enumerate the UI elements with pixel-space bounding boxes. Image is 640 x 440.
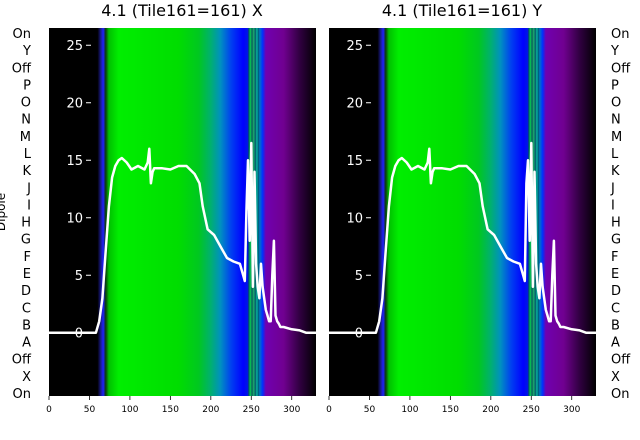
row-label: A	[611, 336, 620, 351]
heatmap-band	[49, 28, 316, 396]
x-tick-label: 300	[283, 405, 300, 415]
x-tick-label: 0	[46, 405, 52, 415]
row-label: D	[611, 284, 621, 299]
panel-x: 4.1 (Tile161=161) X Dipole On Y Off PONMLKJ…	[0, 1, 316, 415]
x-tick-label: 200	[202, 405, 219, 415]
row-label: Y	[22, 44, 31, 59]
overlay-y-tick-label: 10	[346, 211, 363, 226]
x-tick-label: 0	[326, 405, 332, 415]
row-label: J	[26, 181, 31, 196]
y-axis-label: Dipole	[0, 193, 8, 231]
row-label: On	[611, 27, 629, 42]
row-label: On	[13, 27, 31, 42]
chart-title: 4.1 (Tile161=161) X	[101, 1, 263, 20]
row-label: X	[611, 370, 620, 385]
row-label: H	[611, 216, 621, 231]
row-label: E	[611, 267, 619, 282]
x-tick-label: 100	[401, 405, 418, 415]
panel-y: 4.1 (Tile161=161) Y On Y Off PONMLKJIHGFEDC…	[326, 1, 631, 415]
row-label: N	[611, 113, 621, 128]
row-label: F	[611, 250, 618, 265]
row-label: G	[21, 233, 31, 248]
x-tick-label: 250	[243, 405, 260, 415]
heatmap-streak	[537, 28, 540, 396]
x-tick-label: 300	[563, 405, 580, 415]
row-label: Off	[611, 61, 631, 76]
overlay-series-line	[49, 141, 316, 335]
row-label: Off	[12, 353, 32, 368]
overlay-y-tick-label: 20	[346, 96, 363, 111]
row-label: F	[24, 250, 31, 265]
x-tick-label: 150	[442, 405, 459, 415]
row-label: B	[611, 318, 620, 333]
row-label: G	[611, 233, 621, 248]
row-label: C	[22, 301, 31, 316]
row-label: Off	[611, 353, 631, 368]
row-label: X	[22, 370, 31, 385]
heatmap-band	[329, 28, 596, 396]
chart-title: 4.1 (Tile161=161) Y	[382, 1, 543, 20]
row-label: K	[611, 164, 620, 179]
row-label: M	[20, 130, 31, 145]
row-label: I	[611, 198, 615, 213]
row-label: P	[23, 78, 31, 93]
row-label: Y	[610, 44, 619, 59]
row-label: P	[611, 78, 619, 93]
heatmap-streak	[257, 28, 260, 396]
row-label: B	[22, 318, 31, 333]
overlay-y-tick-label: 25	[66, 39, 83, 54]
row-label: O	[611, 96, 621, 111]
x-tick-label: 50	[84, 405, 96, 415]
row-label: E	[23, 267, 31, 282]
x-tick-label: 250	[523, 405, 540, 415]
overlay-series-line	[329, 141, 596, 335]
row-label: I	[27, 198, 31, 213]
row-label: D	[21, 284, 31, 299]
row-label: M	[611, 130, 622, 145]
row-label: On	[611, 387, 629, 402]
x-tick-label: 150	[162, 405, 179, 415]
row-label: J	[610, 181, 615, 196]
x-tick-label: 100	[121, 405, 138, 415]
row-label: H	[21, 216, 31, 231]
row-label: Off	[12, 61, 32, 76]
overlay-y-tick-label: 5	[75, 269, 83, 284]
row-label: K	[22, 164, 31, 179]
row-label: O	[21, 96, 31, 111]
overlay-y-tick-label: 10	[66, 211, 83, 226]
row-label: On	[13, 387, 31, 402]
x-tick-label: 50	[364, 405, 376, 415]
overlay-y-tick-label: 5	[355, 269, 363, 284]
row-label: A	[22, 336, 31, 351]
row-label: N	[21, 113, 31, 128]
overlay-y-tick-label: 20	[66, 96, 83, 111]
overlay-y-tick-label: 15	[346, 154, 363, 169]
overlay-y-tick-label: 25	[346, 39, 363, 54]
x-tick-label: 200	[482, 405, 499, 415]
row-label: L	[611, 147, 619, 162]
row-label: L	[24, 147, 32, 162]
overlay-y-tick-label: 15	[66, 154, 83, 169]
row-label: C	[611, 301, 620, 316]
